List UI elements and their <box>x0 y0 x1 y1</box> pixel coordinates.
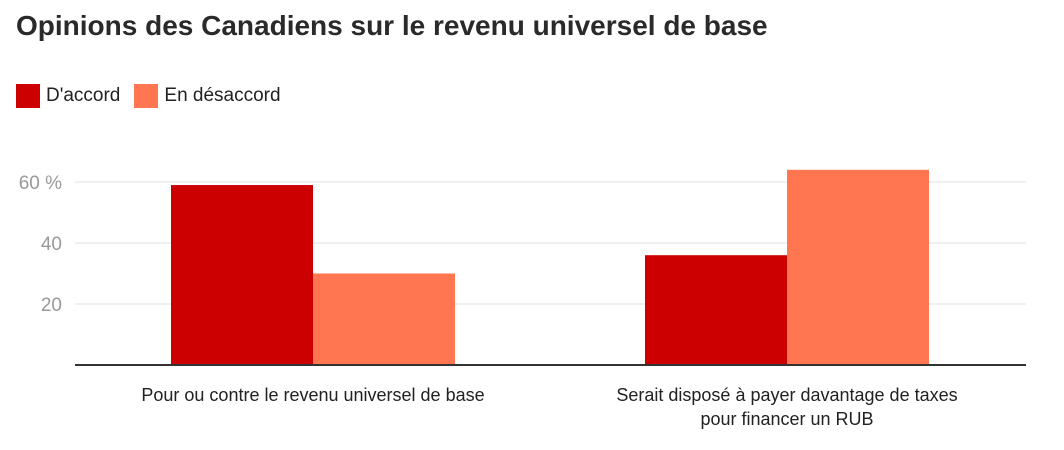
legend-label-desaccord: En désaccord <box>164 85 281 106</box>
x-tick-label-1-1: pour financer un RUB <box>700 409 873 429</box>
chart-title: Opinions des Canadiens sur le revenu uni… <box>16 10 768 41</box>
y-tick-label-40: 40 <box>41 234 62 255</box>
y-tick-label-60: 60 % <box>19 173 62 194</box>
legend: D'accord En désaccord <box>16 84 281 108</box>
legend-swatch-desaccord <box>134 84 159 108</box>
legend-label-accord: D'accord <box>46 85 121 106</box>
bar-desaccord-0[interactable] <box>313 273 455 366</box>
bar-accord-0[interactable] <box>171 185 313 365</box>
y-tick-label-20: 20 <box>41 295 62 316</box>
legend-item-accord[interactable]: D'accord <box>16 84 120 108</box>
bar-accord-1[interactable] <box>645 255 787 365</box>
x-tick-label-1-0: Serait disposé à payer davantage de taxe… <box>616 385 957 405</box>
bar-desaccord-1[interactable] <box>787 169 929 365</box>
legend-swatch-accord <box>16 84 40 108</box>
legend-item-desaccord[interactable]: En désaccord <box>134 84 281 108</box>
x-tick-label-0-0: Pour ou contre le revenu universel de ba… <box>141 385 484 405</box>
